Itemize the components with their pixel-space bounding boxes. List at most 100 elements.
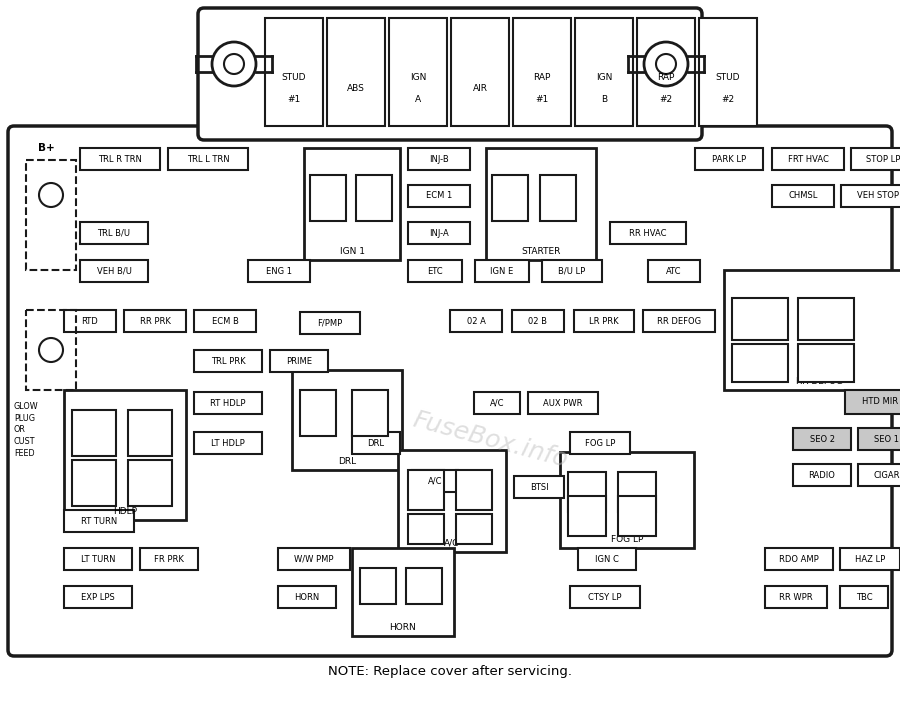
Bar <box>450 310 502 332</box>
Text: RTD: RTD <box>82 317 98 325</box>
Bar <box>486 148 596 260</box>
Bar <box>408 222 470 244</box>
Text: A: A <box>415 94 421 104</box>
Text: RADIO: RADIO <box>808 470 835 480</box>
Bar <box>840 548 900 570</box>
Text: EXP LPS: EXP LPS <box>81 593 115 601</box>
Bar <box>248 260 310 282</box>
Text: IGN C: IGN C <box>595 554 619 564</box>
Text: IGN: IGN <box>596 73 612 82</box>
Bar <box>360 568 396 604</box>
Text: RAP: RAP <box>657 73 675 82</box>
Text: INJ-B: INJ-B <box>429 155 449 163</box>
Text: STOP LP: STOP LP <box>867 155 900 163</box>
Text: 02 A: 02 A <box>466 317 485 325</box>
Text: DRL: DRL <box>367 438 384 448</box>
Bar <box>528 392 598 414</box>
Bar <box>278 586 336 608</box>
Bar <box>408 148 470 170</box>
Text: INJ-A: INJ-A <box>429 228 449 238</box>
Bar <box>574 310 634 332</box>
Text: ATC: ATC <box>666 266 682 276</box>
Bar <box>568 496 606 536</box>
Text: ECM B: ECM B <box>212 317 239 325</box>
Bar <box>451 18 509 126</box>
Text: SEO 2: SEO 2 <box>809 434 834 444</box>
Bar <box>610 222 686 244</box>
Bar <box>578 548 636 570</box>
Bar <box>168 148 248 170</box>
Text: F/PMP: F/PMP <box>318 318 343 328</box>
Bar <box>492 175 528 221</box>
Text: RR DEFOG: RR DEFOG <box>796 377 843 385</box>
Bar <box>64 548 132 570</box>
Bar <box>560 452 694 548</box>
Bar <box>389 18 447 126</box>
Bar <box>765 548 833 570</box>
Bar <box>408 185 470 207</box>
Bar <box>124 310 186 332</box>
Text: B+: B+ <box>38 143 55 153</box>
Text: VEH STOP: VEH STOP <box>857 192 899 200</box>
Bar <box>724 270 900 390</box>
Text: RR HVAC: RR HVAC <box>629 228 667 238</box>
Bar <box>72 410 116 456</box>
Bar <box>648 260 700 282</box>
Bar <box>618 472 656 512</box>
Bar <box>64 310 116 332</box>
Bar <box>72 460 116 506</box>
Text: HORN: HORN <box>294 593 320 601</box>
Text: IGN: IGN <box>410 73 427 82</box>
Bar <box>542 260 602 282</box>
Text: #1: #1 <box>287 94 301 104</box>
Bar <box>128 410 172 456</box>
Text: A/C: A/C <box>445 539 460 547</box>
Bar <box>352 548 454 636</box>
Text: FR PRK: FR PRK <box>154 554 184 564</box>
Bar <box>398 450 506 552</box>
Text: IGN 1: IGN 1 <box>339 246 365 256</box>
Text: PARK LP: PARK LP <box>712 155 746 163</box>
Bar <box>840 586 888 608</box>
Text: CHMSL: CHMSL <box>788 192 818 200</box>
Text: STUD: STUD <box>282 73 306 82</box>
Text: CIGAR: CIGAR <box>874 470 900 480</box>
Bar <box>80 148 160 170</box>
Bar <box>352 390 388 436</box>
Text: STUD: STUD <box>716 73 740 82</box>
Bar <box>194 310 256 332</box>
Bar <box>292 370 402 470</box>
Text: RR DEFOG: RR DEFOG <box>657 317 701 325</box>
Bar <box>858 464 900 486</box>
Text: RT HDLP: RT HDLP <box>211 398 246 408</box>
Text: A/C: A/C <box>428 477 442 485</box>
Bar <box>765 586 827 608</box>
Text: A/C: A/C <box>490 398 504 408</box>
Text: STARTER: STARTER <box>521 246 561 256</box>
Text: GLOW
PLUG
OR
CUST
FEED: GLOW PLUG OR CUST FEED <box>14 402 39 458</box>
Bar <box>793 428 851 450</box>
FancyBboxPatch shape <box>8 126 892 656</box>
Text: FRT HVAC: FRT HVAC <box>788 155 828 163</box>
Bar <box>695 148 763 170</box>
Bar <box>278 548 350 570</box>
Text: LT HDLP: LT HDLP <box>212 438 245 448</box>
Text: RR PRK: RR PRK <box>140 317 170 325</box>
Bar <box>474 392 520 414</box>
Text: #2: #2 <box>722 94 734 104</box>
Text: BTSI: BTSI <box>530 482 548 492</box>
Bar <box>512 310 564 332</box>
Bar <box>270 350 328 372</box>
Text: HDLP: HDLP <box>113 506 137 516</box>
Bar <box>845 390 900 414</box>
Bar <box>300 312 360 334</box>
Bar <box>699 18 757 126</box>
Text: HAZ LP: HAZ LP <box>855 554 885 564</box>
Bar <box>513 18 571 126</box>
Text: B/U LP: B/U LP <box>558 266 586 276</box>
Bar <box>194 392 262 414</box>
Text: ABS: ABS <box>347 84 365 93</box>
Bar <box>456 470 492 510</box>
Bar <box>618 496 656 536</box>
FancyBboxPatch shape <box>198 8 702 140</box>
